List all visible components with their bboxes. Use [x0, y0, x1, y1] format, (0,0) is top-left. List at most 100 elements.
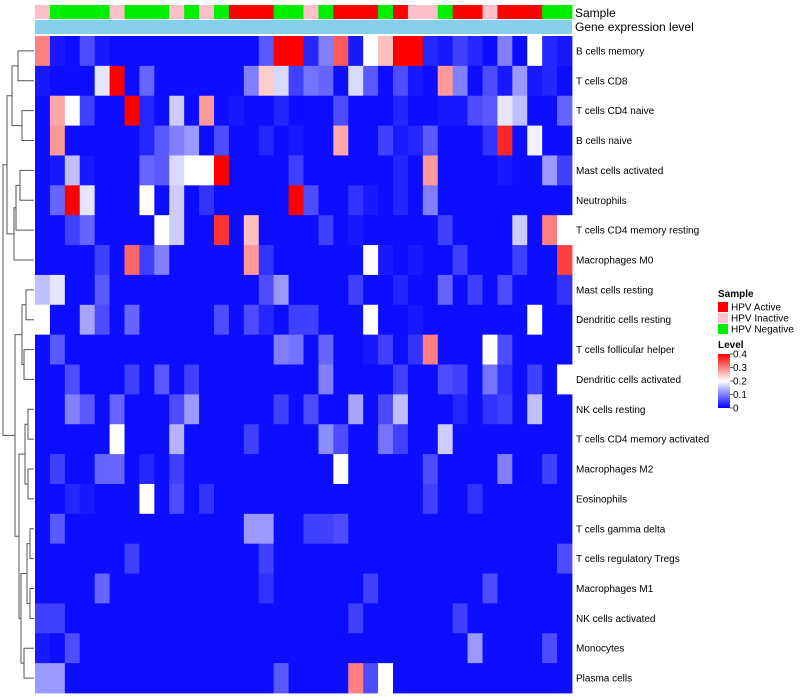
heatmap-cell: [407, 603, 424, 634]
heatmap-cell: [79, 663, 96, 694]
heatmap-cell: [288, 65, 304, 97]
heatmap-cell: [467, 633, 483, 664]
heatmap-cell: [497, 334, 513, 365]
heatmap-cell: [154, 185, 170, 216]
expression-annotation-bar: [35, 20, 572, 34]
heatmap-cell: [184, 603, 200, 634]
heatmap-cell: [109, 95, 125, 126]
heatmap-cell: [35, 483, 51, 515]
heatmap-cell: [79, 95, 96, 126]
heatmap-cell: [139, 543, 155, 574]
heatmap-cell: [333, 125, 349, 156]
heatmap-cell: [243, 483, 260, 515]
heatmap-cell: [184, 36, 200, 67]
heatmap-cell: [288, 663, 304, 694]
row-labels: B cells memory T cells CD8 T cells CD4 nai…: [576, 46, 709, 684]
sample-annotation-cell: [214, 5, 230, 19]
heatmap-cell: [452, 663, 468, 694]
heatmap-cell: [407, 663, 424, 694]
heatmap-cell: [542, 454, 558, 485]
heatmap-cell: [64, 125, 81, 156]
sample-annotation-cell: [348, 5, 364, 19]
heatmap-cell: [542, 424, 558, 455]
heatmap-cell: [497, 394, 513, 425]
heatmap-cell: [109, 245, 125, 276]
heatmap-cell: [378, 155, 394, 186]
heatmap-cell: [139, 603, 155, 634]
heatmap-cell: [154, 633, 170, 664]
heatmap-cell: [243, 95, 260, 126]
heatmap-cell: [273, 364, 289, 395]
heatmap-cell: [363, 633, 379, 664]
heatmap-cell: [422, 334, 439, 365]
heatmap-cell: [124, 245, 140, 276]
heatmap-cell: [109, 155, 125, 186]
heatmap-cell: [467, 304, 483, 336]
heatmap-cell: [422, 513, 439, 545]
heatmap-cell: [169, 36, 185, 67]
heatmap-cell: [154, 36, 170, 67]
heatmap-cell: [527, 215, 543, 246]
heatmap-cell: [437, 185, 454, 216]
heatmap-cell: [497, 424, 513, 455]
heatmap-cell: [243, 513, 260, 545]
heatmap-cell: [35, 394, 51, 425]
heatmap-cell: [542, 274, 558, 306]
heatmap-cell: [422, 663, 439, 694]
heatmap-cell: [542, 663, 558, 694]
heatmap-cell: [393, 215, 409, 246]
heatmap-cell: [199, 364, 215, 395]
heatmap-cell: [228, 125, 245, 156]
sample-annotation-cell: [124, 5, 140, 19]
heatmap-cell: [393, 424, 409, 455]
row-label: T cells CD4 memory activated: [576, 435, 709, 446]
dendrogram-branch: [27, 408, 34, 440]
heatmap-cell: [512, 215, 528, 246]
heatmap-cell: [169, 394, 185, 425]
heatmap-cell: [94, 454, 110, 485]
heatmap-cell: [199, 65, 215, 97]
heatmap-cell: [64, 543, 81, 574]
heatmap-cell: [452, 424, 468, 455]
heatmap-cell: [527, 36, 543, 67]
heatmap-cell: [378, 215, 394, 246]
heatmap-cell: [64, 245, 81, 276]
sample-annotation-cell: [363, 5, 379, 19]
heatmap-cell: [378, 65, 394, 97]
heatmap-cell: [303, 394, 319, 425]
expression-annotation-label: Gene expression level: [575, 20, 694, 34]
heatmap-cell: [318, 513, 334, 545]
heatmap-cell: [452, 155, 468, 186]
heatmap-cell: [243, 454, 260, 485]
heatmap-cell: [258, 304, 275, 336]
heatmap-cell: [527, 424, 543, 455]
heatmap-cell: [542, 633, 558, 664]
dendrogram-branch: [17, 50, 34, 82]
heatmap-cell: [243, 125, 260, 156]
heatmap-cell: [542, 185, 558, 216]
heatmap-cell: [482, 95, 498, 126]
heatmap-cell: [124, 364, 140, 395]
heatmap-cell: [452, 185, 468, 216]
heatmap-cell: [94, 483, 110, 515]
heatmap-cell: [273, 334, 289, 365]
heatmap-cell: [363, 185, 379, 216]
heatmap-cell: [35, 125, 51, 156]
heatmap-cell: [258, 513, 275, 545]
heatmap-cell: [467, 155, 483, 186]
heatmap-cell: [228, 573, 245, 604]
heatmap-cell: [393, 513, 409, 545]
heatmap-cell: [273, 36, 289, 67]
heatmap-cell: [378, 36, 394, 67]
heatmap-cell: [407, 155, 424, 186]
heatmap-cell: [199, 633, 215, 664]
heatmap-cell: [497, 125, 513, 156]
heatmap-cell: [169, 543, 185, 574]
heatmap-cell: [94, 274, 110, 306]
heatmap-cell: [363, 125, 379, 156]
heatmap-cell: [64, 603, 81, 634]
heatmap-cell: [199, 125, 215, 156]
sample-annotation-cell: [199, 5, 215, 19]
heatmap-cell: [437, 513, 454, 545]
